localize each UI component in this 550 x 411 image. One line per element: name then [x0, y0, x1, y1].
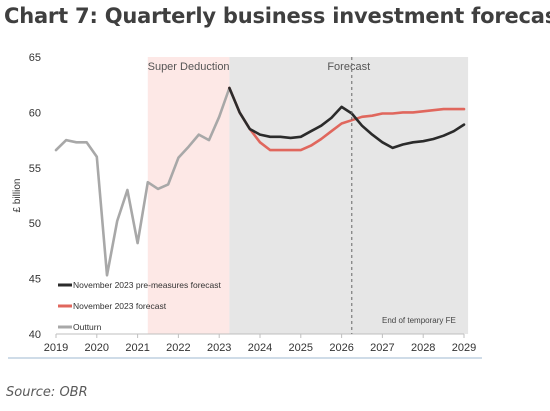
shaded-region-0 [147, 57, 230, 334]
x-tick-label-4: 2023 [207, 342, 231, 354]
x-tick-label-3: 2022 [166, 342, 190, 354]
y-tick-label-4: 60 [29, 107, 41, 119]
y-axis-label: £ billion [12, 179, 23, 213]
y-tick-label-1: 45 [29, 274, 41, 286]
x-tick-label-2: 2021 [125, 342, 149, 354]
x-tick-label-1: 2020 [85, 342, 109, 354]
x-tick-label-9: 2028 [411, 342, 435, 354]
y-tick-label-2: 50 [29, 218, 41, 230]
x-tick-label-8: 2027 [370, 342, 394, 354]
x-tick-label-10: 2029 [452, 342, 476, 354]
y-tick-label-0: 40 [29, 329, 41, 341]
shaded-region-1 [229, 57, 469, 334]
legend-label-1: November 2023 forecast [73, 301, 167, 311]
series-line-0 [228, 86, 466, 150]
shaded-region-label-0: Super Deduction [148, 61, 230, 73]
x-tick-label-5: 2024 [248, 342, 272, 354]
x-axis: 2019 2020 2021 2022 2023 2024 2025 2026 2027 2028… [44, 333, 476, 354]
source-note: Source: OBR [6, 385, 88, 400]
shaded-regions: Super Deduction Forecast [147, 57, 469, 334]
end-of-fe-label: End of temporary FE [382, 316, 456, 325]
x-tick-label-6: 2025 [289, 342, 313, 354]
vertical-marker: End of temporary FE [351, 57, 456, 334]
series-lines [54, 86, 466, 277]
chart-title: Chart 7: Quarterly business investment f… [4, 4, 550, 28]
x-tick-label-0: 2019 [44, 342, 68, 354]
y-tick-label-5: 65 [29, 52, 41, 64]
legend-label-2: Outturn [73, 322, 102, 332]
series-line-1 [228, 86, 466, 152]
legend: November 2023 pre-measures forecast Novem… [58, 280, 222, 332]
y-axis: 40 45 50 55 60 65 £ billion [12, 52, 41, 341]
series-line-2 [54, 86, 231, 277]
legend-label-0: November 2023 pre-measures forecast [73, 280, 222, 290]
shaded-region-label-1: Forecast [327, 61, 370, 73]
x-tick-label-7: 2026 [329, 342, 353, 354]
y-tick-label-3: 55 [29, 163, 41, 175]
